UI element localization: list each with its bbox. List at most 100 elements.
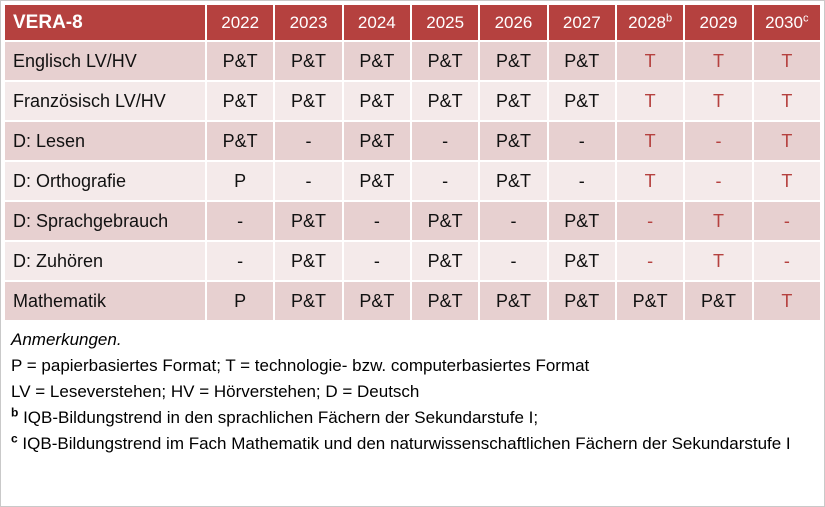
table-row: D: Sprachgebrauch - P&T - P&T - P&T - T -	[3, 200, 823, 242]
col-header-superscript: b	[665, 11, 673, 24]
table-cell: P&T	[273, 40, 344, 82]
col-header-2022: 2022	[204, 3, 276, 42]
table-cell: T	[683, 80, 754, 122]
col-header-2023: 2023	[273, 3, 344, 42]
col-header-2030: 2030c	[751, 3, 823, 42]
row-label: D: Zuhören	[3, 240, 207, 282]
table-cell: P&T	[341, 120, 412, 162]
col-header-label: 2025	[426, 12, 465, 32]
table-cell: P&T	[478, 280, 549, 322]
note-text: P = papierbasiertes Format; T = technolo…	[11, 356, 590, 375]
table-row: Englisch LV/HV P&T P&T P&T P&T P&T P&T T T T	[3, 40, 823, 82]
table-cell: P&T	[409, 240, 481, 282]
table-cell: -	[478, 240, 549, 282]
row-label: Französisch LV/HV	[3, 80, 207, 122]
note-text: LV = Leseverstehen; HV = Hörverstehen; D…	[11, 382, 420, 401]
table-cell: P&T	[341, 40, 412, 82]
table-cell: P&T	[409, 200, 481, 242]
col-header-2029: 2029	[683, 3, 754, 42]
table-cell: P&T	[478, 120, 549, 162]
col-header-label: 2023	[289, 12, 328, 32]
table-cell: -	[204, 200, 276, 242]
col-header-label: 2030	[765, 12, 803, 32]
note-superscript: c	[11, 431, 18, 446]
table-cell: P&T	[341, 160, 412, 202]
col-header-2026: 2026	[478, 3, 549, 42]
table-cell: P	[204, 160, 276, 202]
table-cell: T	[751, 280, 823, 322]
table-cell: P&T	[478, 80, 549, 122]
col-header-label: 2024	[357, 12, 396, 32]
table-cell: P&T	[478, 40, 549, 82]
col-header-2025: 2025	[409, 3, 481, 42]
table-cell: P&T	[546, 280, 617, 322]
table-cell: T	[614, 80, 686, 122]
col-header-label: 2029	[699, 12, 738, 32]
table-cell: T	[614, 120, 686, 162]
table-cell: P&T	[204, 40, 276, 82]
table-cell: P&T	[546, 80, 617, 122]
table-cell: -	[273, 160, 344, 202]
header-row: VERA-8 2022 2023 2024 2025 2026 2027 2028b 2029…	[3, 3, 823, 42]
table-cell: -	[751, 240, 823, 282]
table-cell: -	[614, 240, 686, 282]
table-cell: P&T	[273, 280, 344, 322]
table-cell: P&T	[546, 200, 617, 242]
note-text: Anmerkungen.	[11, 330, 122, 349]
note-text: IQB-Bildungstrend in den sprachlichen Fä…	[23, 408, 539, 427]
table-cell: -	[546, 120, 617, 162]
table-cell: P&T	[341, 80, 412, 122]
table-cell: P&T	[273, 240, 344, 282]
col-header-2024: 2024	[341, 3, 412, 42]
table-cell: -	[273, 120, 344, 162]
table-cell: -	[683, 160, 754, 202]
table-cell: P&T	[614, 280, 686, 322]
table-cell: T	[751, 40, 823, 82]
note-text: IQB-Bildungstrend im Fach Mathematik und…	[22, 434, 791, 453]
table-title: VERA-8	[3, 3, 207, 42]
table-cell: T	[751, 120, 823, 162]
table-row: Mathematik P P&T P&T P&T P&T P&T P&T P&T T	[3, 280, 823, 322]
note-line: LV = Leseverstehen; HV = Hörverstehen; D…	[11, 379, 812, 405]
note-line: Anmerkungen.	[11, 327, 812, 353]
table-cell: -	[683, 120, 754, 162]
note-line: P = papierbasiertes Format; T = technolo…	[11, 353, 812, 379]
col-header-label: 2028	[628, 12, 666, 32]
table-cell: -	[409, 160, 481, 202]
table-cell: P&T	[273, 80, 344, 122]
table-cell: -	[341, 200, 412, 242]
table-cell: P	[204, 280, 276, 322]
table-cell: -	[409, 120, 481, 162]
table-cell: P&T	[546, 40, 617, 82]
note-superscript: b	[11, 405, 19, 420]
table-cell: P&T	[409, 280, 481, 322]
col-header-label: 2022	[221, 12, 260, 32]
table-cell: -	[478, 200, 549, 242]
table-cell: T	[683, 240, 754, 282]
notes-section: Anmerkungen. P = papierbasiertes Format; …	[3, 322, 822, 457]
table-row: D: Orthografie P - P&T - P&T - T - T	[3, 160, 823, 202]
table-cell: T	[683, 200, 754, 242]
table-cell: -	[546, 160, 617, 202]
table-cell: T	[751, 80, 823, 122]
col-header-label: 2026	[494, 12, 533, 32]
vera8-table: VERA-8 2022 2023 2024 2025 2026 2027 2028b 2029…	[3, 3, 823, 322]
table-cell: P&T	[683, 280, 754, 322]
col-header-superscript: c	[802, 11, 809, 24]
table-cell: P&T	[478, 160, 549, 202]
table-cell: T	[683, 40, 754, 82]
table-cell: P&T	[273, 200, 344, 242]
table-row: D: Lesen P&T - P&T - P&T - T - T	[3, 120, 823, 162]
row-label: Mathematik	[3, 280, 207, 322]
table-cell: -	[204, 240, 276, 282]
table-cell: -	[751, 200, 823, 242]
row-label: D: Orthografie	[3, 160, 207, 202]
table-cell: -	[341, 240, 412, 282]
table-cell: P&T	[409, 40, 481, 82]
row-label: D: Lesen	[3, 120, 207, 162]
note-line: b IQB-Bildungstrend in den sprachlichen …	[11, 405, 812, 431]
table-body: Englisch LV/HV P&T P&T P&T P&T P&T P&T T T T Franz…	[3, 40, 823, 322]
col-header-2027: 2027	[546, 3, 617, 42]
table-row: D: Zuhören - P&T - P&T - P&T - T -	[3, 240, 823, 282]
